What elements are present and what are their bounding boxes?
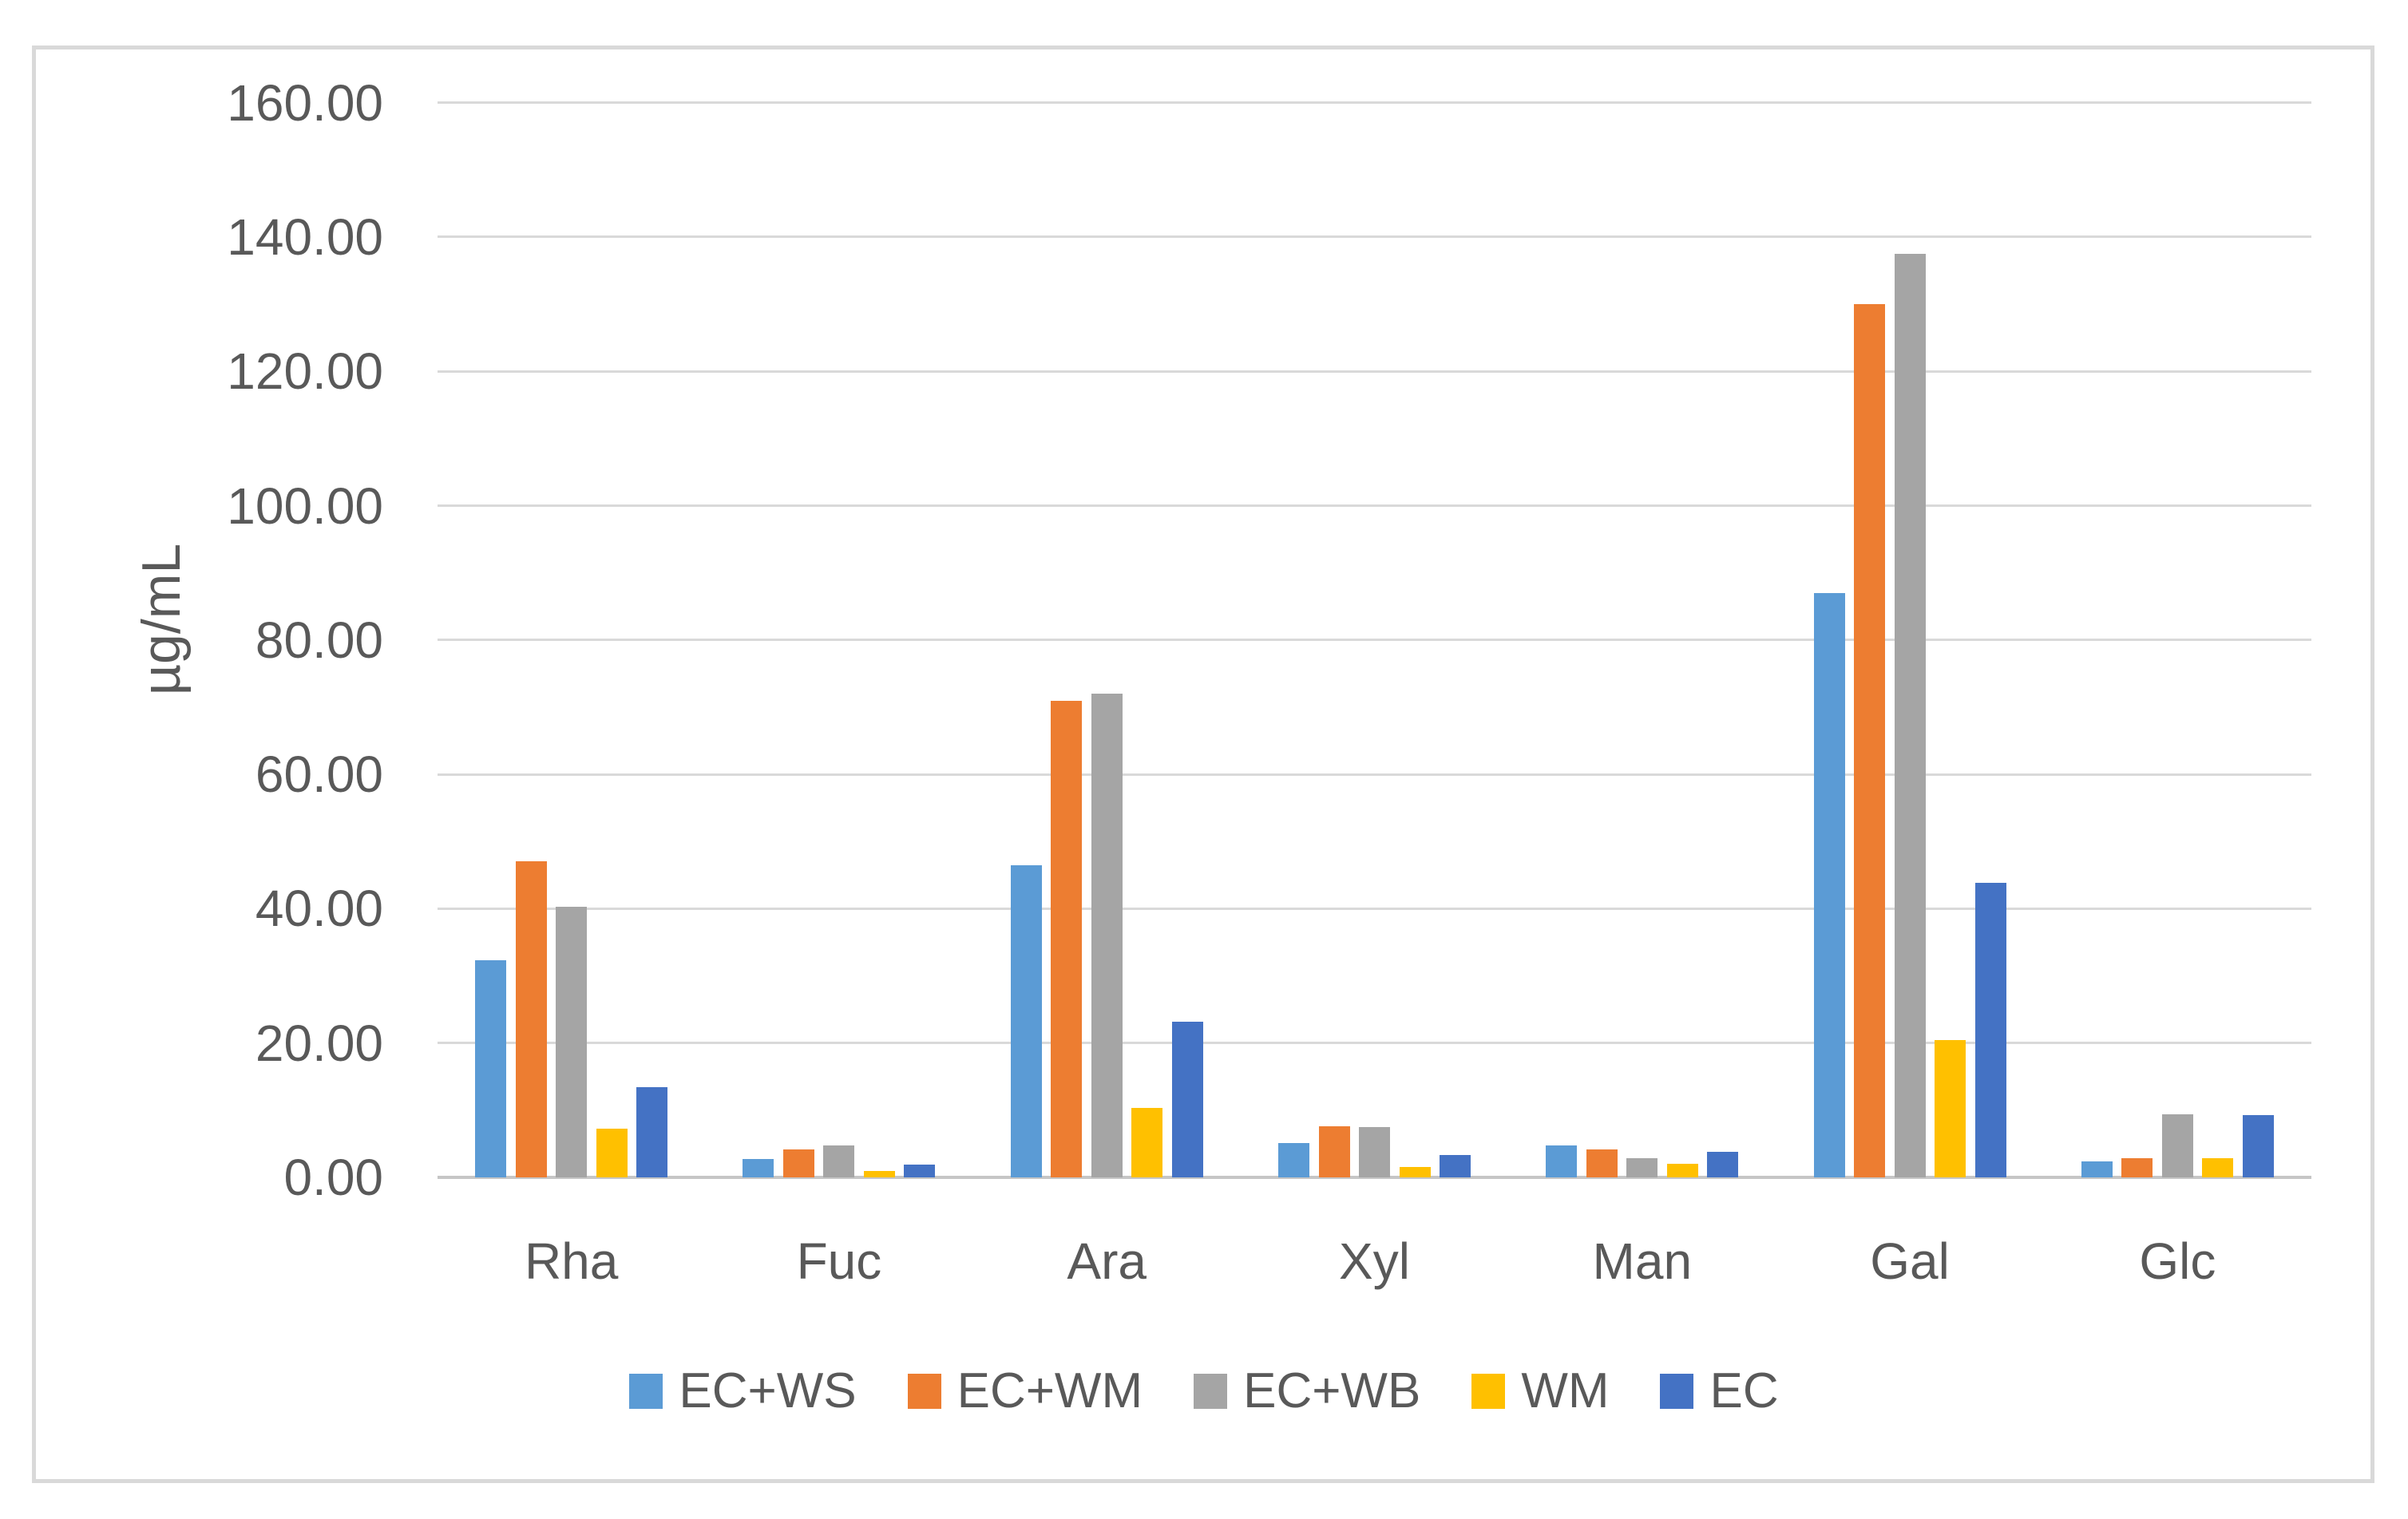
x-category-label-man: Man bbox=[1592, 1232, 1693, 1290]
x-axis-line bbox=[438, 1176, 2311, 1179]
gridline bbox=[438, 639, 2311, 642]
bar-ec-ws-glc bbox=[2081, 1161, 2113, 1177]
bar-ec-wb-man bbox=[1626, 1158, 1658, 1177]
bar-ec-wb-glc bbox=[2161, 1114, 2193, 1177]
bar-wm-ara bbox=[1131, 1108, 1163, 1177]
bar-wm-rha bbox=[596, 1129, 628, 1177]
y-tick-label: 20.00 bbox=[255, 1014, 383, 1072]
bar-wm-gal bbox=[1935, 1040, 1966, 1177]
bar-ec-ws-fuc bbox=[743, 1159, 774, 1177]
x-category-label-ara: Ara bbox=[1067, 1232, 1147, 1290]
y-tick-label: 80.00 bbox=[255, 611, 383, 669]
bar-ec-wm-fuc bbox=[782, 1149, 814, 1177]
x-category-label-gal: Gal bbox=[1870, 1232, 1950, 1290]
x-category-label-glc: Glc bbox=[2139, 1232, 2216, 1290]
legend-item-ec-ws: EC+WS bbox=[629, 1363, 857, 1418]
legend-label: EC+WM bbox=[956, 1363, 1143, 1418]
gridline bbox=[438, 907, 2311, 910]
bar-wm-glc bbox=[2202, 1157, 2234, 1177]
bar-wm-xyl bbox=[1399, 1167, 1431, 1177]
bar-ec-wb-xyl bbox=[1359, 1126, 1390, 1177]
bar-wm-fuc bbox=[863, 1170, 895, 1177]
x-category-label-rha: Rha bbox=[524, 1232, 619, 1290]
legend-label: EC+WB bbox=[1243, 1363, 1421, 1418]
chart-border bbox=[32, 45, 2374, 1483]
legend-item-ec-wm: EC+WM bbox=[907, 1363, 1143, 1418]
legend-label: WM bbox=[1521, 1363, 1610, 1418]
gridline bbox=[438, 1042, 2311, 1045]
legend-swatch-icon bbox=[907, 1374, 941, 1409]
bar-ec-wm-gal bbox=[1854, 304, 1886, 1177]
bar-wm-man bbox=[1666, 1164, 1698, 1177]
gridline bbox=[438, 235, 2311, 239]
bar-ec-glc bbox=[2242, 1114, 2274, 1177]
bar-ec-wm-xyl bbox=[1318, 1126, 1350, 1177]
legend-swatch-icon bbox=[629, 1374, 663, 1409]
legend-swatch-icon bbox=[1471, 1374, 1506, 1409]
bar-ec-wm-man bbox=[1586, 1149, 1618, 1177]
bar-ec-man bbox=[1707, 1152, 1739, 1177]
bar-ec-ara bbox=[1171, 1021, 1203, 1177]
gridline bbox=[438, 101, 2311, 105]
y-tick-label: 60.00 bbox=[255, 746, 383, 804]
bar-ec-ws-rha bbox=[475, 960, 507, 1177]
legend-swatch-icon bbox=[1194, 1374, 1228, 1409]
bar-ec-wm-ara bbox=[1051, 700, 1083, 1177]
bar-ec-wb-rha bbox=[556, 906, 588, 1177]
y-tick-label: 140.00 bbox=[227, 208, 383, 266]
bar-ec-wb-fuc bbox=[823, 1145, 855, 1177]
gridline bbox=[438, 773, 2311, 776]
bar-ec-wm-rha bbox=[515, 861, 547, 1177]
legend-item-wm: WM bbox=[1471, 1367, 1609, 1416]
legend-swatch-icon bbox=[1660, 1374, 1694, 1409]
bar-ec-ws-xyl bbox=[1278, 1143, 1309, 1177]
bar-ec-wm-glc bbox=[2121, 1157, 2153, 1177]
bar-ec-wb-gal bbox=[1894, 253, 1926, 1177]
gridline bbox=[438, 504, 2311, 507]
y-tick-label: 160.00 bbox=[227, 73, 383, 132]
bar-ec-xyl bbox=[1440, 1155, 1471, 1177]
legend-label: EC+WS bbox=[679, 1363, 857, 1418]
legend-label: EC bbox=[1709, 1363, 1779, 1418]
legend: EC+WS EC+WM EC+WB WM EC bbox=[0, 1367, 2408, 1416]
bar-ec-ws-man bbox=[1546, 1145, 1578, 1177]
bar-ec-ws-gal bbox=[1813, 592, 1845, 1177]
bar-ec-fuc bbox=[904, 1165, 936, 1177]
y-tick-label: 40.00 bbox=[255, 880, 383, 938]
x-category-label-xyl: Xyl bbox=[1339, 1232, 1410, 1290]
legend-item-ec-wb: EC+WB bbox=[1194, 1367, 1420, 1416]
y-tick-label: 100.00 bbox=[227, 477, 383, 535]
bar-ec-wb-ara bbox=[1091, 694, 1123, 1177]
bar-ec-rha bbox=[636, 1087, 668, 1177]
x-category-label-fuc: Fuc bbox=[796, 1232, 882, 1290]
legend-item-ec: EC bbox=[1660, 1363, 1779, 1418]
bar-ec-gal bbox=[1974, 883, 2006, 1177]
gridline bbox=[438, 370, 2311, 373]
bar-ec-ws-ara bbox=[1010, 864, 1042, 1177]
y-tick-label: 0.00 bbox=[283, 1149, 383, 1206]
y-tick-label: 120.00 bbox=[227, 342, 383, 401]
